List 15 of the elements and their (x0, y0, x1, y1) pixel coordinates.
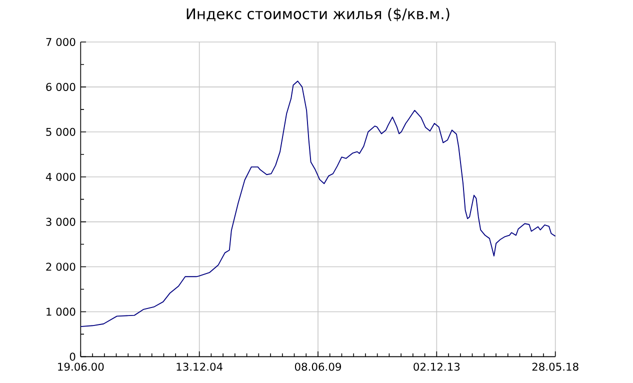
y-tick-label: 0 (70, 352, 76, 361)
y-tick-label: 5 000 (46, 128, 76, 136)
y-tick-label: 1 000 (46, 308, 76, 316)
x-tick-label: 13.12.04 (176, 362, 222, 371)
y-tick-label: 2 000 (46, 262, 76, 271)
chart-title: Индекс стоимости жилья ($/кв.м.) (186, 8, 450, 22)
x-tick-label: 28.05.18 (532, 362, 578, 371)
y-tick-label: 4 000 (46, 172, 76, 181)
line-series (80, 80, 556, 328)
x-tick-label: 02.12.13 (414, 362, 460, 371)
y-tick-label: 6 000 (46, 82, 76, 91)
x-tick-label: 08.06.09 (294, 362, 341, 371)
y-tick-label: 3 000 (46, 218, 76, 226)
y-tick-label: 7 000 (46, 38, 76, 46)
x-tick-label: 19.06.00 (58, 362, 104, 371)
